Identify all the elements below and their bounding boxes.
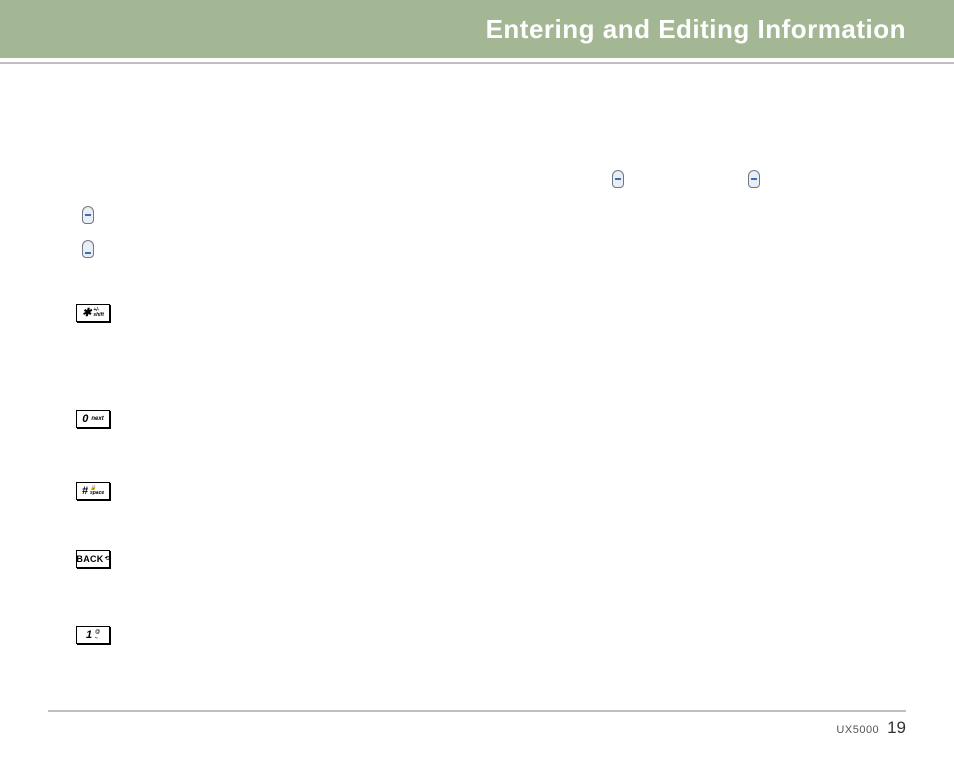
footer-rule: [48, 710, 906, 712]
key-glyph: #: [82, 486, 88, 497]
nav-key-icon: [748, 170, 760, 188]
footer: UX5000 19: [836, 718, 906, 738]
key-label: BACK: [76, 555, 103, 564]
header-underline: [0, 62, 954, 64]
nav-key-icon: [612, 170, 624, 188]
key-sublabel: 🔒space: [90, 486, 104, 496]
footer-page-number: 19: [887, 718, 906, 737]
header-band: Entering and Editing Information: [0, 0, 954, 58]
key-sublabel: +/-shift: [93, 308, 104, 318]
nav-key-icon: [82, 206, 94, 224]
key-sublabel: @.,: [95, 630, 100, 640]
zero-next-key-icon: 0 next: [76, 410, 110, 428]
back-key-icon: BACK ⟲: [76, 550, 110, 568]
key-sublabel: next: [91, 416, 103, 422]
key-glyph: 0: [82, 414, 88, 425]
star-shift-key-icon: ✱ +/-shift: [76, 304, 110, 322]
key-glyph: 1: [86, 630, 92, 641]
key-glyph: ✱: [82, 308, 91, 319]
one-key-icon: 1 @.,: [76, 626, 110, 644]
nav-key-icon: [82, 240, 94, 258]
key-sublabel: ⟲: [105, 556, 110, 562]
pound-space-key-icon: # 🔒space: [76, 482, 110, 500]
page-title: Entering and Editing Information: [486, 14, 906, 45]
content-area: ✱ +/-shift 0 next # 🔒space BACK ⟲ 1 @.,: [0, 80, 954, 704]
footer-model: UX5000: [836, 724, 879, 736]
